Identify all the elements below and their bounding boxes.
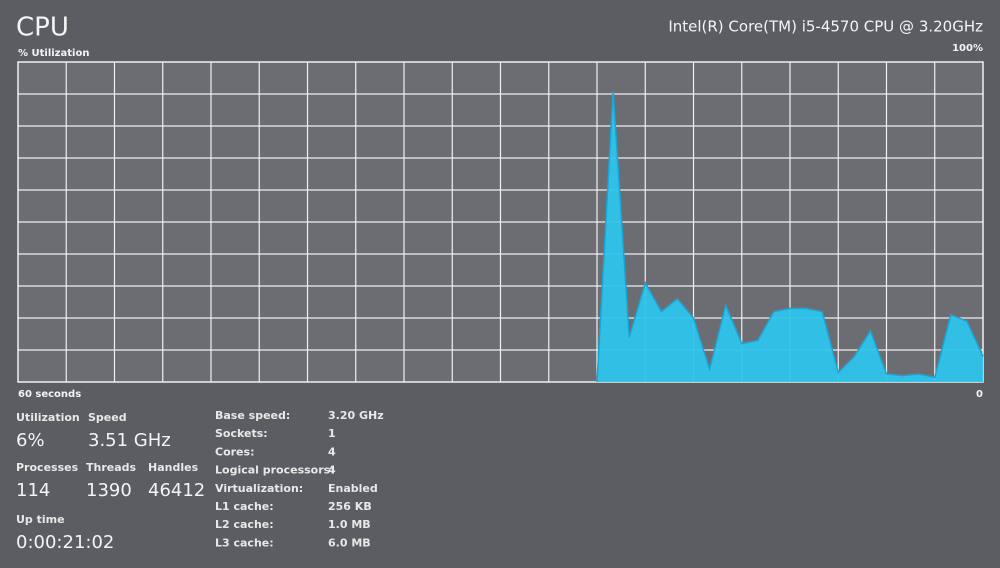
detail-label: Cores:: [215, 445, 254, 458]
stat-label: Threads: [86, 461, 137, 474]
stat-label: Processes: [16, 461, 79, 474]
stat-label: Handles: [148, 461, 199, 474]
stat-value: 46412: [148, 480, 205, 501]
stat-value: 6%: [16, 430, 45, 451]
detail-label: Sockets:: [215, 427, 268, 440]
stat-value: 1390: [86, 480, 132, 501]
area-line: [596, 90, 984, 383]
processor-name: Intel(R) Core(TM) i5-4570 CPU @ 3.20GHz: [668, 18, 983, 36]
stat-label: Speed: [88, 411, 127, 424]
y-tick-label: 100%: [952, 43, 983, 54]
stat-label: Utilization: [16, 411, 80, 424]
detail-value: Enabled: [328, 482, 378, 495]
x-tick-label: 0: [976, 389, 983, 400]
detail-label: Virtualization:: [215, 482, 303, 495]
detail-value: 1.0 MB: [328, 518, 371, 531]
detail-label: Logical processors:: [215, 464, 335, 477]
x-tick-label: 60 seconds: [18, 389, 81, 400]
area-fill: [597, 90, 983, 383]
stat-value: 0:00:21:02: [16, 532, 114, 553]
detail-value: 256 KB: [328, 500, 372, 513]
detail-label: Base speed:: [215, 409, 290, 422]
detail-value: 1: [328, 427, 336, 440]
page-title: CPU: [16, 13, 69, 43]
y-axis-label: % Utilization: [18, 48, 89, 59]
stat-label: Up time: [16, 513, 65, 526]
detail-value: 3.20 GHz: [328, 409, 384, 422]
detail-label: L3 cache:: [215, 536, 274, 549]
stat-value: 114: [16, 480, 50, 501]
detail-value: 6.0 MB: [328, 536, 371, 549]
detail-value: 4: [328, 464, 336, 477]
detail-label: L2 cache:: [215, 518, 274, 531]
stat-value: 3.51 GHz: [88, 430, 171, 451]
detail-value: 4: [328, 445, 336, 458]
detail-label: L1 cache:: [215, 500, 274, 513]
